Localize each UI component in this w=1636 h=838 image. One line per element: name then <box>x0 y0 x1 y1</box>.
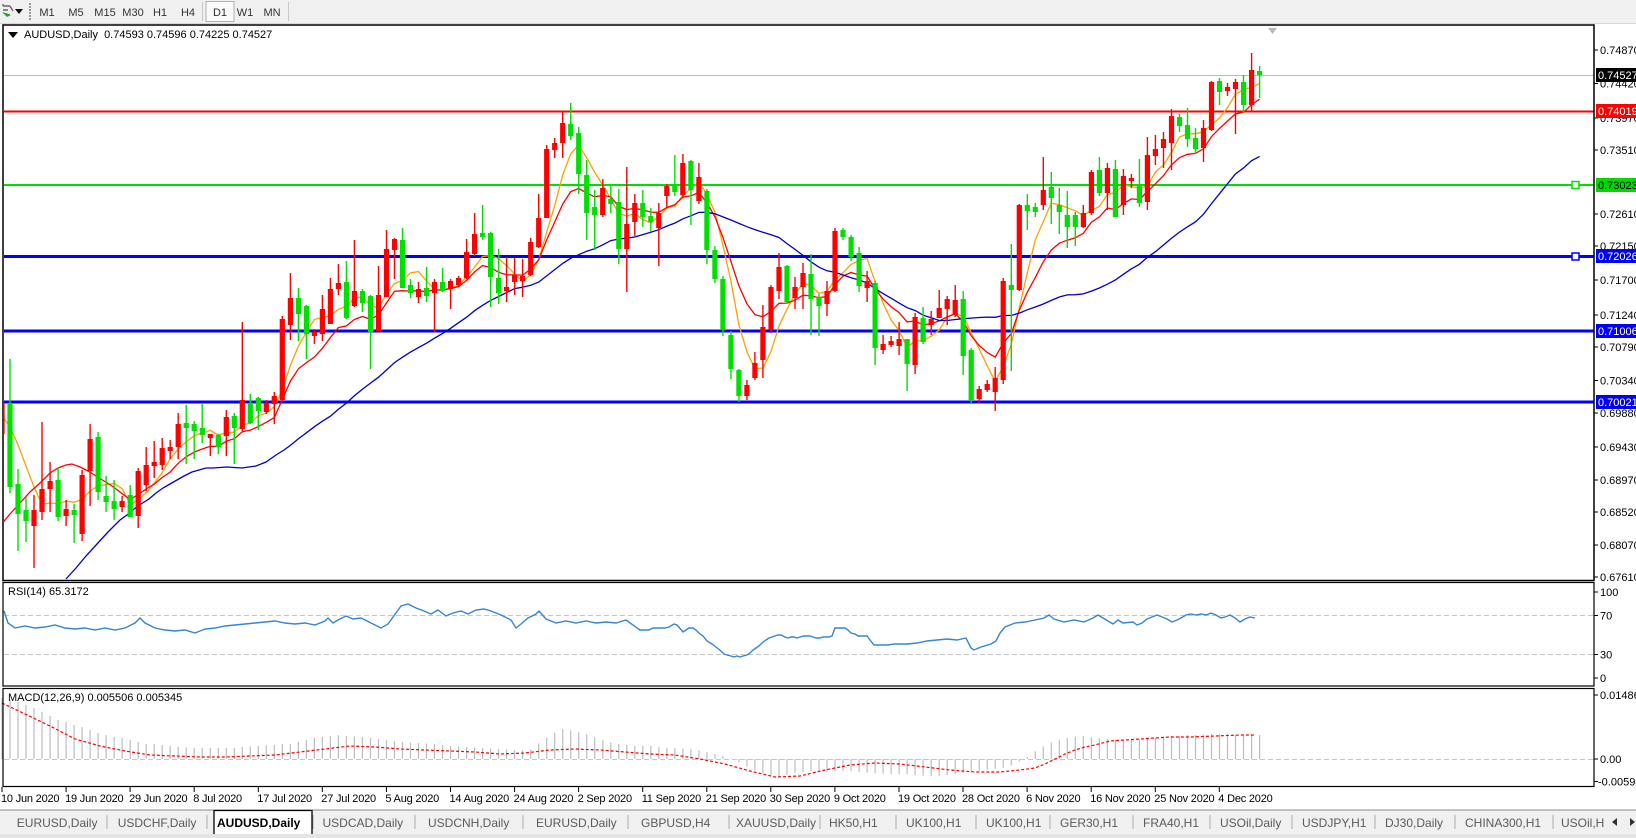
svg-text:0.74870: 0.74870 <box>1600 45 1636 57</box>
svg-text:6 Nov 2020: 6 Nov 2020 <box>1026 793 1080 805</box>
svg-text:25 Nov 2020: 25 Nov 2020 <box>1154 793 1214 805</box>
svg-text:0.68520: 0.68520 <box>1600 507 1636 519</box>
svg-text:0.70021: 0.70021 <box>1598 397 1636 409</box>
svg-text:30: 30 <box>1600 650 1612 662</box>
svg-text:M30: M30 <box>122 7 143 19</box>
svg-text:MN: MN <box>263 7 280 19</box>
svg-text:0.68070: 0.68070 <box>1600 540 1636 552</box>
svg-text:GER30,H1: GER30,H1 <box>1060 816 1118 830</box>
svg-text:0.69430: 0.69430 <box>1600 442 1636 454</box>
svg-text:14 Aug 2020: 14 Aug 2020 <box>450 793 510 805</box>
svg-text:EURUSD,Daily: EURUSD,Daily <box>536 816 617 830</box>
svg-text:0.70790: 0.70790 <box>1600 342 1636 354</box>
svg-text:D1: D1 <box>213 7 227 19</box>
svg-text:FRA40,H1: FRA40,H1 <box>1143 816 1199 830</box>
svg-text:CHINA300,H1: CHINA300,H1 <box>1465 816 1541 830</box>
svg-text:0.67610: 0.67610 <box>1600 572 1636 584</box>
svg-text:19 Oct 2020: 19 Oct 2020 <box>898 793 956 805</box>
svg-text:28 Oct 2020: 28 Oct 2020 <box>962 793 1020 805</box>
svg-text:USDCAD,Daily: USDCAD,Daily <box>323 816 404 830</box>
svg-text:9 Oct 2020: 9 Oct 2020 <box>834 793 886 805</box>
svg-text:UK100,H1: UK100,H1 <box>986 816 1042 830</box>
svg-text:USOil,Daily: USOil,Daily <box>1220 816 1281 830</box>
svg-text:RSI(14) 65.3172: RSI(14) 65.3172 <box>8 586 89 598</box>
svg-text:0.014861: 0.014861 <box>1600 690 1636 702</box>
svg-text:30 Sep 2020: 30 Sep 2020 <box>770 793 830 805</box>
svg-text:XAUUSD,Daily: XAUUSD,Daily <box>736 816 816 830</box>
svg-text:21 Sep 2020: 21 Sep 2020 <box>706 793 766 805</box>
svg-text:16 Nov 2020: 16 Nov 2020 <box>1090 793 1150 805</box>
svg-text:W1: W1 <box>237 7 254 19</box>
svg-text:H4: H4 <box>181 7 195 19</box>
svg-text:EURUSD,Daily: EURUSD,Daily <box>17 816 98 830</box>
svg-text:19 Jun 2020: 19 Jun 2020 <box>65 793 123 805</box>
svg-text:MACD(12,26,9) 0.005506 0.00534: MACD(12,26,9) 0.005506 0.005345 <box>8 692 182 704</box>
svg-text:70: 70 <box>1600 611 1612 623</box>
svg-text:M5: M5 <box>68 7 83 19</box>
svg-text:0.69880: 0.69880 <box>1600 408 1636 420</box>
svg-text:USDJPY,H1: USDJPY,H1 <box>1302 816 1367 830</box>
svg-text:5 Aug 2020: 5 Aug 2020 <box>385 793 439 805</box>
svg-text:0.74527: 0.74527 <box>1598 70 1636 82</box>
svg-text:8 Jul 2020: 8 Jul 2020 <box>193 793 242 805</box>
svg-text:4 Dec 2020: 4 Dec 2020 <box>1218 793 1272 805</box>
svg-text:AUDUSD,Daily: AUDUSD,Daily <box>217 816 301 830</box>
svg-text:24 Aug 2020: 24 Aug 2020 <box>514 793 574 805</box>
svg-text:USOil,H: USOil,H <box>1561 816 1604 830</box>
svg-text:M15: M15 <box>94 7 115 19</box>
svg-text:AUDUSD,Daily 0.74593 0.74596: AUDUSD,Daily 0.74593 0.74596 0.74225 0.7… <box>24 29 272 41</box>
svg-text:0.71240: 0.71240 <box>1600 310 1636 322</box>
svg-text:2 Sep 2020: 2 Sep 2020 <box>578 793 632 805</box>
svg-text:11 Sep 2020: 11 Sep 2020 <box>642 793 701 805</box>
svg-text:100: 100 <box>1600 587 1618 599</box>
svg-text:DJ30,Daily: DJ30,Daily <box>1385 816 1443 830</box>
svg-text:USDCHF,Daily: USDCHF,Daily <box>118 816 197 830</box>
svg-text:M1: M1 <box>39 7 54 19</box>
svg-text:0.72026: 0.72026 <box>1598 251 1636 263</box>
svg-text:10 Jun 2020: 10 Jun 2020 <box>1 793 59 805</box>
svg-text:0.74019: 0.74019 <box>1598 106 1636 118</box>
svg-text:-0.005938: -0.005938 <box>1598 777 1636 789</box>
svg-text:0.70340: 0.70340 <box>1600 376 1636 388</box>
svg-text:USDCNH,Daily: USDCNH,Daily <box>428 816 509 830</box>
svg-text:UK100,H1: UK100,H1 <box>906 816 962 830</box>
svg-text:0.73510: 0.73510 <box>1600 145 1636 157</box>
svg-text:0: 0 <box>1600 673 1606 685</box>
svg-text:0.73023: 0.73023 <box>1598 180 1636 192</box>
svg-text:29 Jun 2020: 29 Jun 2020 <box>129 793 187 805</box>
svg-text:0.72610: 0.72610 <box>1600 209 1636 221</box>
svg-text:H1: H1 <box>153 7 167 19</box>
svg-text:GBPUSD,H4: GBPUSD,H4 <box>641 816 711 830</box>
svg-text:HK50,H1: HK50,H1 <box>829 816 878 830</box>
svg-text:0.00: 0.00 <box>1600 754 1621 766</box>
svg-text:17 Jul 2020: 17 Jul 2020 <box>257 793 312 805</box>
svg-text:0.71700: 0.71700 <box>1600 275 1636 287</box>
svg-text:27 Jul 2020: 27 Jul 2020 <box>321 793 376 805</box>
svg-text:0.71006: 0.71006 <box>1598 326 1636 338</box>
svg-text:0.68970: 0.68970 <box>1600 475 1636 487</box>
